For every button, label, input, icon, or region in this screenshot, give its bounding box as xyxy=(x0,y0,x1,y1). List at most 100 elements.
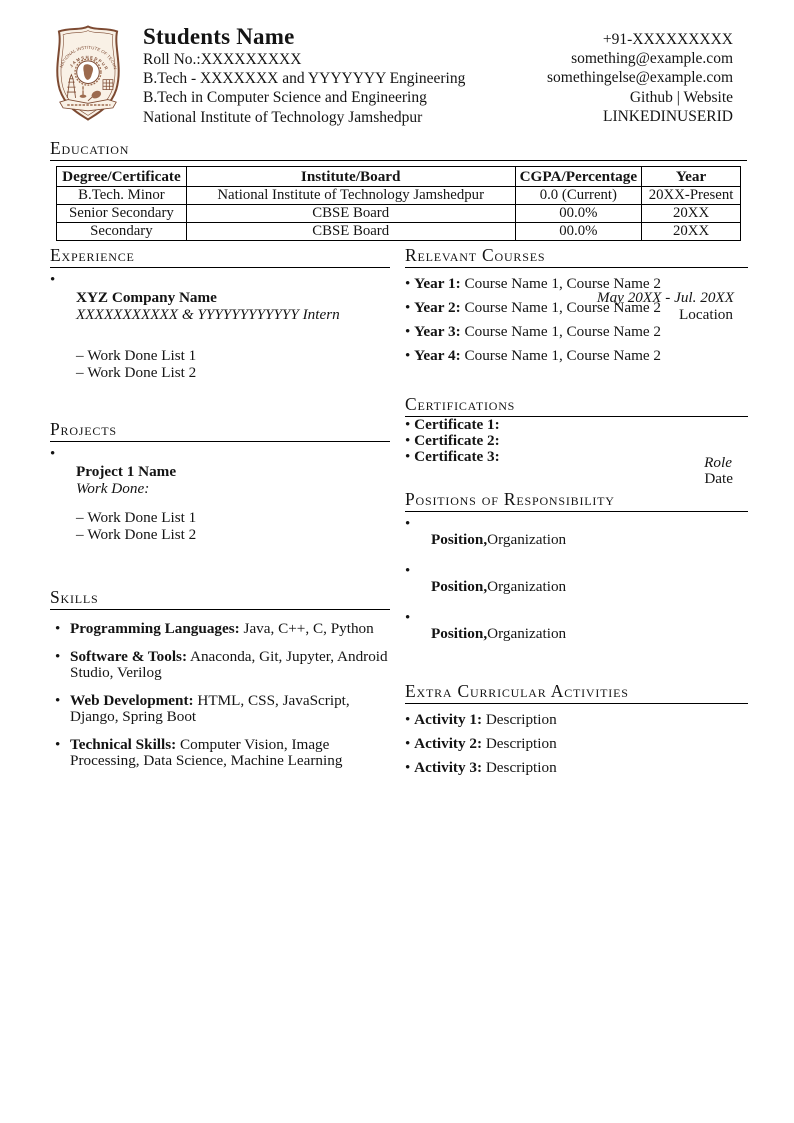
course-year-1: Year 1: Course Name 1, Course Name 2 xyxy=(405,276,748,292)
position-date-overlay: Date xyxy=(704,470,733,487)
right-column: Relevant Courses Year 1: Course Name 1, … xyxy=(405,245,748,776)
cell-year: 20XX xyxy=(641,204,741,223)
activity-label: Activity 1: xyxy=(414,711,483,728)
skill-values: Anaconda, Git, Jupyter, Android Studio, … xyxy=(70,647,388,681)
certifications-title: Certifications xyxy=(405,394,748,417)
course-label: Year 1: xyxy=(414,275,461,292)
relevant-courses-title: Relevant Courses xyxy=(405,245,748,268)
skill-item-technical-skills: Technical Skills: Computer Vision, Image… xyxy=(50,735,390,770)
education-row: Senior Secondary CBSE Board 00.0% 20XX xyxy=(56,204,741,223)
course-label: Year 4: xyxy=(414,347,461,364)
section-certifications: Certifications Certificate 1: Certificat… xyxy=(405,394,748,465)
education-row: Secondary CBSE Board 00.0% 20XX xyxy=(56,222,741,241)
course-label: Year 2: xyxy=(414,299,461,316)
company-name: XYZ Company Name xyxy=(76,289,217,306)
position-entry-body: Position,Organization xyxy=(431,625,748,642)
contact-block: +91-XXXXXXXXX something@example.com some… xyxy=(547,24,733,127)
skill-item-programming-languages: Programming Languages: Java, C++, C, Pyt… xyxy=(50,620,390,638)
experience-title: Experience xyxy=(50,245,390,268)
position-entry-body: Position,Organization xyxy=(431,578,748,595)
experience-entry-bullet xyxy=(50,275,390,287)
section-projects: Projects Project 1 Name Work Done: Work … xyxy=(50,419,390,543)
section-skills: Skills Programming Languages: Java, C++,… xyxy=(50,587,390,770)
course-names: Course Name 1, Course Name 2 xyxy=(464,299,662,316)
work-item: Work Done List 2 xyxy=(76,364,390,382)
position-name: Position, xyxy=(431,578,488,595)
roll-number: Roll No.:XXXXXXXXX xyxy=(143,51,302,68)
two-column-body: Experience XYZ Company Name XXXXXXXXXXX … xyxy=(50,245,748,776)
course-year-3: Year 3: Course Name 1, Course Name 2 xyxy=(405,324,748,340)
experience-entry: XYZ Company Name XXXXXXXXXXX & YYYYYYYYY… xyxy=(76,289,390,323)
linkedin-link[interactable]: LINKEDINUSERID xyxy=(602,107,733,125)
position-name: Position, xyxy=(431,625,488,642)
activity-2: Activity 2: Description xyxy=(405,736,748,752)
activity-description: Description xyxy=(485,759,557,776)
activity-label: Activity 3: xyxy=(414,759,483,776)
position-role-overlay: Role xyxy=(704,454,732,471)
skill-values: Computer Vision, Image Processing, Data … xyxy=(70,735,343,769)
project-subtitle: Work Done: xyxy=(76,480,150,497)
phone-link[interactable]: +91-XXXXXXXXX xyxy=(602,31,733,48)
section-education: Education Degree/Certificate Institute/B… xyxy=(50,138,747,241)
cell-cgpa: 00.0% xyxy=(514,222,643,241)
education-header-row: Degree/Certificate Institute/Board CGPA/… xyxy=(56,166,741,187)
col-header-cgpa: CGPA/Percentage xyxy=(514,166,643,187)
activity-3: Activity 3: Description xyxy=(405,760,748,776)
email-link-secondary[interactable]: somethingelse@example.com xyxy=(546,69,733,87)
degree-line: B.Tech in Computer Science and Engineeri… xyxy=(143,89,427,107)
email-link-primary[interactable]: something@example.com xyxy=(571,50,733,68)
experience-role: XXXXXXXXXXX & YYYYYYYYYYYY Intern xyxy=(76,306,340,323)
skill-label: Programming Languages: xyxy=(70,620,240,637)
certificate-label: Certificate 3: xyxy=(414,448,500,465)
skills-title: Skills xyxy=(50,587,390,610)
activity-label: Activity 2: xyxy=(414,735,483,752)
skill-item-software-tools: Software & Tools: Anaconda, Git, Jupyter… xyxy=(50,647,390,682)
position-entry: Position,Organization xyxy=(405,566,748,595)
section-relevant-courses: Relevant Courses Year 1: Course Name 1, … xyxy=(405,245,748,364)
skill-label: Software & Tools: xyxy=(70,647,188,665)
cell-cgpa: 0.0 (Current) xyxy=(514,186,643,205)
activity-description: Description xyxy=(485,711,557,728)
projects-title: Projects xyxy=(50,419,390,442)
identity-block: Students Name Roll No.:XXXXXXXXX B.Tech … xyxy=(143,24,465,127)
course-names: Course Name 1, Course Name 2 xyxy=(464,275,662,292)
cell-degree: Secondary xyxy=(56,222,187,241)
col-header-institute: Institute/Board xyxy=(185,166,516,187)
section-experience: Experience XYZ Company Name XXXXXXXXXXX … xyxy=(50,245,390,381)
course-names: Course Name 1, Course Name 2 xyxy=(464,323,662,340)
section-positions-of-responsibility: Positions of Responsibility Position,Org… xyxy=(405,489,748,642)
position-entry: Position,Organization xyxy=(405,519,748,548)
col-header-year: Year xyxy=(641,166,741,187)
organization-name: Organization xyxy=(487,531,567,548)
certificate-label: Certificate 2: xyxy=(414,432,500,449)
cell-degree: B.Tech. Minor xyxy=(56,186,187,205)
skill-values: HTML, CSS, JavaScript, Django, Spring Bo… xyxy=(70,691,350,725)
cell-institute: CBSE Board xyxy=(185,204,516,223)
skill-label: Web Development: xyxy=(70,691,194,709)
position-entry: Position,Organization xyxy=(405,613,748,642)
github-website-links[interactable]: Github | Website xyxy=(629,88,733,106)
course-year-2: Year 2: Course Name 1, Course Name 2 xyxy=(405,300,748,316)
institute-line: National Institute of Technology Jamshed… xyxy=(143,108,423,126)
work-item: Work Done List 1 xyxy=(76,509,390,527)
skill-item-web-development: Web Development: HTML, CSS, JavaScript, … xyxy=(50,691,390,726)
extra-curricular-title: Extra Curricular Activities xyxy=(405,681,748,704)
nit-jamshedpur-logo-icon: NATIONAL INSTITUTE OF TECHNOLOGY JAMSHED… xyxy=(46,24,120,121)
student-name: Students Name xyxy=(143,24,295,49)
work-item: Work Done List 2 xyxy=(76,526,390,544)
cell-year: 20XX xyxy=(641,222,741,241)
position-entry-bullet xyxy=(405,613,748,625)
position-entry-bullet xyxy=(405,566,748,578)
section-extra-curricular: Extra Curricular Activities Activity 1: … xyxy=(405,681,748,776)
cell-institute: National Institute of Technology Jamshed… xyxy=(185,186,516,205)
education-title: Education xyxy=(50,138,747,161)
education-table: Degree/Certificate Institute/Board CGPA/… xyxy=(56,166,741,241)
project-entry: Project 1 Name Work Done: xyxy=(76,463,390,497)
experience-work-list: Work Done List 1 Work Done List 2 xyxy=(76,347,390,382)
skill-values: Java, C++, C, Python xyxy=(243,620,374,637)
skill-label: Technical Skills: xyxy=(70,735,177,753)
course-label: Year 3: xyxy=(414,323,461,340)
project-entry-bullet xyxy=(50,449,390,461)
certificate-label: Certificate 1: xyxy=(414,416,500,433)
